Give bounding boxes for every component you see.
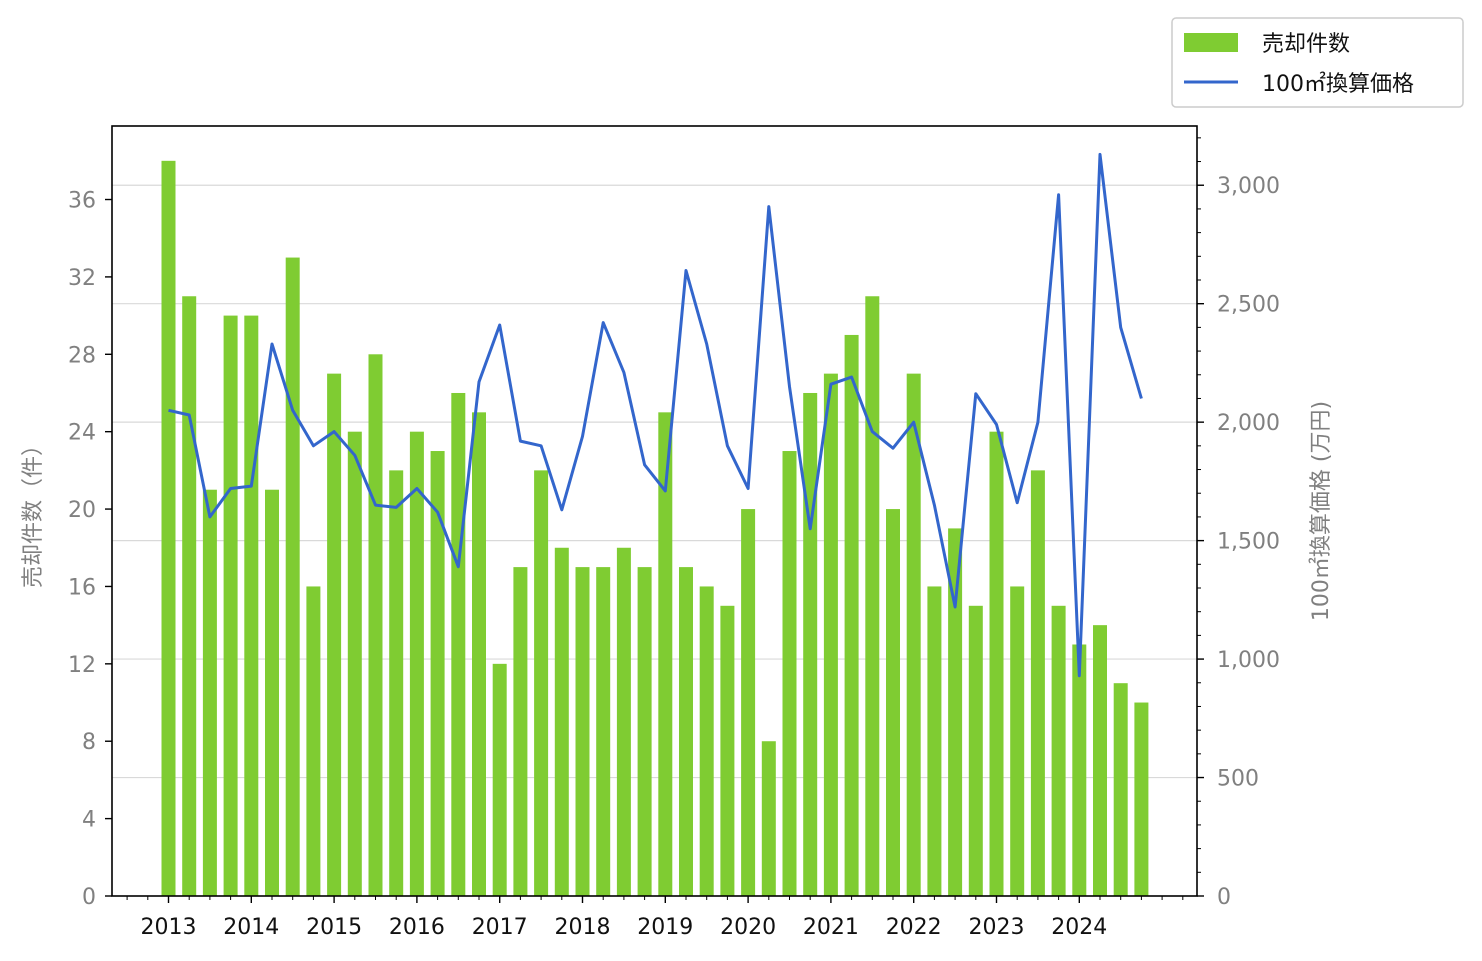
bar xyxy=(658,412,673,896)
bar xyxy=(1051,605,1066,896)
legend: 売却件数 100㎡換算価格 xyxy=(1171,17,1464,108)
bar xyxy=(1113,683,1128,896)
bar xyxy=(823,373,838,896)
bar xyxy=(989,431,1004,896)
bar xyxy=(679,567,693,896)
y-right-tick-label: 500 xyxy=(1217,767,1259,792)
y-left-tick-label: 28 xyxy=(68,343,96,368)
y-left-tick-label: 20 xyxy=(68,498,96,523)
bar xyxy=(554,547,569,896)
y-left-tick-label: 32 xyxy=(68,266,96,291)
bar xyxy=(223,315,238,896)
bar xyxy=(1093,625,1107,896)
bar xyxy=(596,567,611,896)
y-right-tick-label: 2,000 xyxy=(1217,411,1280,436)
bar xyxy=(202,489,217,896)
bar xyxy=(327,373,342,896)
bar xyxy=(803,392,818,896)
bar-series xyxy=(161,160,1149,897)
bar xyxy=(244,315,259,896)
y-left-tick-label: 0 xyxy=(82,885,96,910)
bar xyxy=(927,586,942,896)
x-tick-label: 2016 xyxy=(389,915,445,940)
bar xyxy=(534,470,549,896)
x-tick-label: 2022 xyxy=(886,915,942,940)
left-axis: 0 4 8 12 16 20 24 28 32 36 xyxy=(68,189,112,910)
y-right-tick-label: 3,000 xyxy=(1217,174,1280,199)
x-tick-label: 2020 xyxy=(720,915,776,940)
bar xyxy=(285,257,300,896)
y-left-tick-label: 24 xyxy=(68,421,96,446)
x-tick-label: 2015 xyxy=(306,915,362,940)
y-right-tick-label: 0 xyxy=(1217,885,1231,910)
bar xyxy=(906,373,921,896)
bar xyxy=(1010,586,1025,896)
y-right-tick-label: 2,500 xyxy=(1217,293,1280,318)
bar xyxy=(720,605,735,896)
bar xyxy=(347,431,362,896)
bar xyxy=(968,605,983,896)
y-left-tick-label: 8 xyxy=(82,730,96,755)
bar xyxy=(1072,644,1087,896)
bar xyxy=(699,586,714,896)
bar xyxy=(886,509,900,896)
legend-line-label: 100㎡換算価格 xyxy=(1262,71,1414,97)
bar xyxy=(430,451,445,896)
y-left-tick-label: 12 xyxy=(68,653,96,678)
bar xyxy=(265,489,279,896)
bar xyxy=(472,412,486,896)
y-left-title: 売却件数（件） xyxy=(21,434,46,588)
y-right-title: 100㎡換算価格 (万円) xyxy=(1308,401,1334,621)
bar xyxy=(182,296,197,897)
bar xyxy=(637,567,652,896)
bar xyxy=(1134,702,1149,896)
bar xyxy=(948,528,963,896)
bar xyxy=(616,547,631,896)
bar xyxy=(368,354,383,896)
y-right-tick-label: 1,000 xyxy=(1217,648,1280,673)
legend-frame xyxy=(1171,17,1464,108)
plot-frame xyxy=(111,125,1198,897)
y-left-tick-label: 16 xyxy=(68,575,96,600)
bar xyxy=(409,431,424,896)
y-right-tick-label: 1,500 xyxy=(1217,530,1280,555)
bar xyxy=(761,741,776,896)
x-tick-label: 2019 xyxy=(637,915,693,940)
bar xyxy=(492,663,507,896)
x-tick-label: 2021 xyxy=(803,915,859,940)
bar xyxy=(1030,470,1045,896)
right-axis: 0 500 1,000 1,500 2,000 2,500 3,000 xyxy=(1197,137,1280,910)
legend-bar-swatch xyxy=(1184,33,1238,52)
x-tick-label: 2014 xyxy=(223,915,279,940)
x-axis: 2013 2014 2015 2016 2017 2018 2019 2020 2021 2022… xyxy=(126,896,1184,940)
y-left-tick-label: 4 xyxy=(82,808,96,833)
legend-bar-label: 売却件数 xyxy=(1262,32,1350,57)
x-tick-label: 2024 xyxy=(1051,915,1107,940)
x-tick-label: 2023 xyxy=(969,915,1025,940)
bar xyxy=(782,451,797,896)
bar xyxy=(513,567,528,896)
x-tick-label: 2017 xyxy=(472,915,528,940)
bar xyxy=(741,509,756,896)
bar xyxy=(389,470,404,896)
bar xyxy=(161,160,176,897)
bar xyxy=(575,567,590,896)
bar xyxy=(451,392,466,896)
bar xyxy=(865,296,880,897)
y-left-tick-label: 36 xyxy=(68,189,96,214)
x-tick-label: 2013 xyxy=(141,915,197,940)
bar xyxy=(844,334,859,897)
x-tick-label: 2018 xyxy=(555,915,611,940)
price-line xyxy=(168,152,1143,678)
bar xyxy=(306,586,321,896)
